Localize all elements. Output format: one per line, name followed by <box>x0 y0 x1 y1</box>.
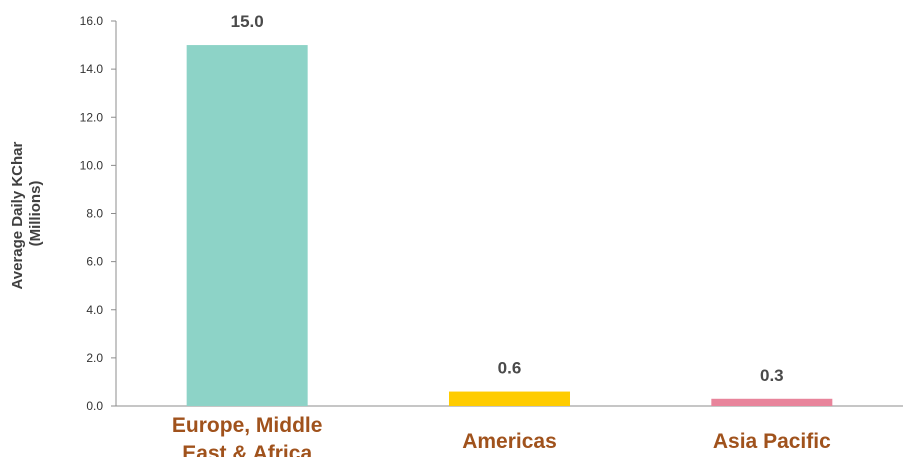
y-tick-label: 2.0 <box>86 351 103 365</box>
y-tick-label: 0.0 <box>86 399 103 413</box>
data-label: 0.6 <box>498 359 522 378</box>
x-category-label: Asia Pacific <box>713 430 831 453</box>
y-axis-ticks: 0.0 2.0 4.0 6.0 8.0 10.0 12.0 14.0 16.0 <box>80 14 116 413</box>
x-category-label: Americas <box>462 430 557 453</box>
x-category-label-line: Asia Pacific <box>713 430 831 453</box>
bar <box>711 398 833 406</box>
data-labels: 15.0 0.6 0.3 <box>231 12 784 385</box>
y-axis-label-line-2: (Millions) <box>27 181 44 247</box>
bar <box>449 391 570 406</box>
y-tick-label: 4.0 <box>86 303 103 317</box>
x-category-label-line: Europe, Middle <box>172 414 323 437</box>
x-axis-category-labels: Europe, Middle East & Africa Americas Asia … <box>172 414 831 457</box>
y-tick-label: 14.0 <box>80 62 104 76</box>
y-tick-label: 6.0 <box>86 255 103 269</box>
x-category-label-line: Americas <box>462 430 557 453</box>
y-axis-label-line-1: Average Daily KChar <box>9 142 26 290</box>
y-axis-label: Average Daily KChar (Millions) <box>9 137 44 289</box>
bar <box>186 45 308 406</box>
x-category-label: Europe, Middle East & Africa <box>172 414 323 457</box>
data-label: 0.3 <box>760 366 784 385</box>
y-tick-label: 8.0 <box>86 207 103 221</box>
y-tick-label: 16.0 <box>80 14 104 28</box>
bars <box>186 45 833 406</box>
y-tick-label: 10.0 <box>80 158 104 172</box>
x-category-label-line: East & Africa <box>182 442 312 457</box>
data-label: 15.0 <box>231 12 264 31</box>
y-tick-label: 12.0 <box>80 110 104 124</box>
